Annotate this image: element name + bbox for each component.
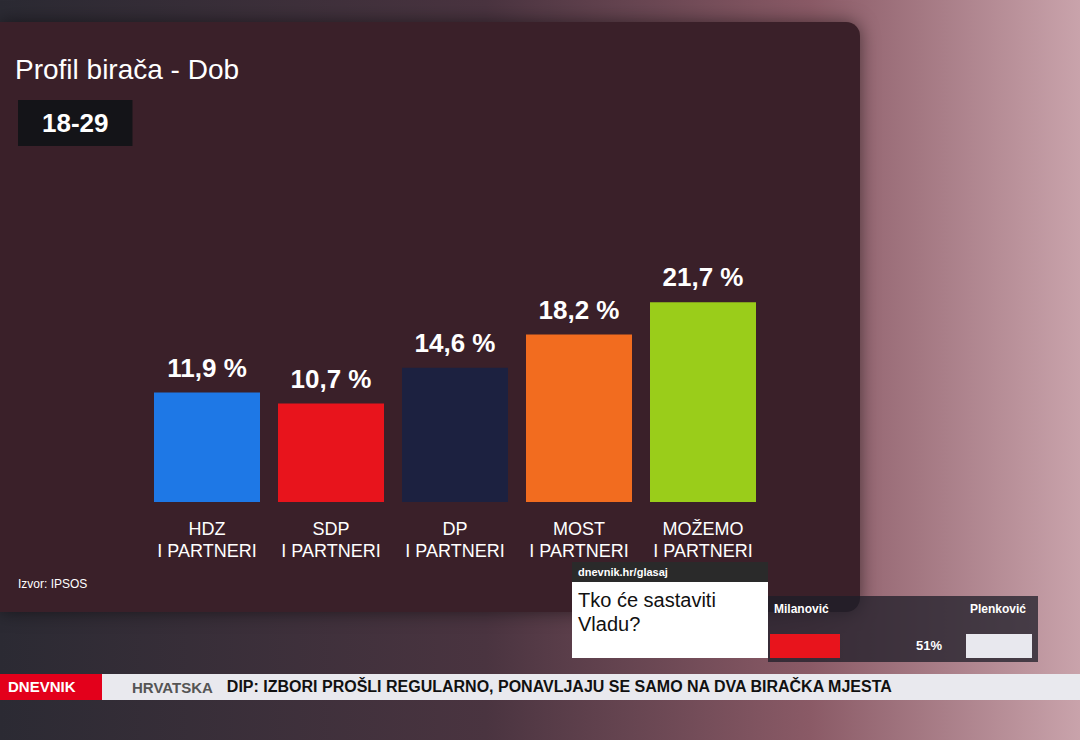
- html-text:HRVATSKA: HRVATSKA: [132, 678, 213, 696]
- html-text:Tko će sastaviti Vladu?: Tko će sastaviti Vladu?: [578, 589, 716, 635]
- svg-text:11,9 %: 11,9 %: [167, 353, 247, 383]
- html-text:DNEVNIK: DNEVNIK: [8, 678, 76, 695]
- svg-text:14,6 %: 14,6 %: [415, 328, 496, 358]
- html-text:Plenković: Plenković: [970, 602, 1026, 616]
- svg-text:I PARTNERI: I PARTNERI: [405, 541, 504, 561]
- svg-text:21,7 %: 21,7 %: [663, 262, 744, 292]
- svg-text:DP: DP: [442, 519, 467, 539]
- svg-text:Izvor: IPSOS: Izvor: IPSOS: [18, 577, 87, 591]
- svg-text:MOŽEMO: MOŽEMO: [663, 519, 744, 539]
- svg-text:18-29: 18-29: [42, 108, 109, 138]
- svg-text:18,2 %: 18,2 %: [539, 295, 620, 325]
- svg-text:MOST: MOST: [553, 519, 605, 539]
- svg-text:I PARTNERI: I PARTNERI: [529, 541, 628, 561]
- html-text:Milanović: Milanović: [774, 602, 829, 616]
- svg-text:I PARTNERI: I PARTNERI: [653, 541, 752, 561]
- svg-text:HDZ: HDZ: [189, 519, 226, 539]
- svg-text:Profil birača - Dob: Profil birača - Dob: [15, 54, 239, 85]
- svg-text:I PARTNERI: I PARTNERI: [157, 541, 256, 561]
- html-text:51%: 51%: [916, 638, 942, 653]
- svg-text:SDP: SDP: [312, 519, 349, 539]
- html-text:dnevnik.hr/glasaj: dnevnik.hr/glasaj: [578, 566, 668, 578]
- html-text:DIP: IZBORI PROŠLI REGULARNO,: DIP: IZBORI PROŠLI REGULARNO, PONAVLJAJU…: [226, 678, 892, 695]
- svg-text:10,7 %: 10,7 %: [291, 364, 372, 394]
- svg-text:I PARTNERI: I PARTNERI: [281, 541, 380, 561]
